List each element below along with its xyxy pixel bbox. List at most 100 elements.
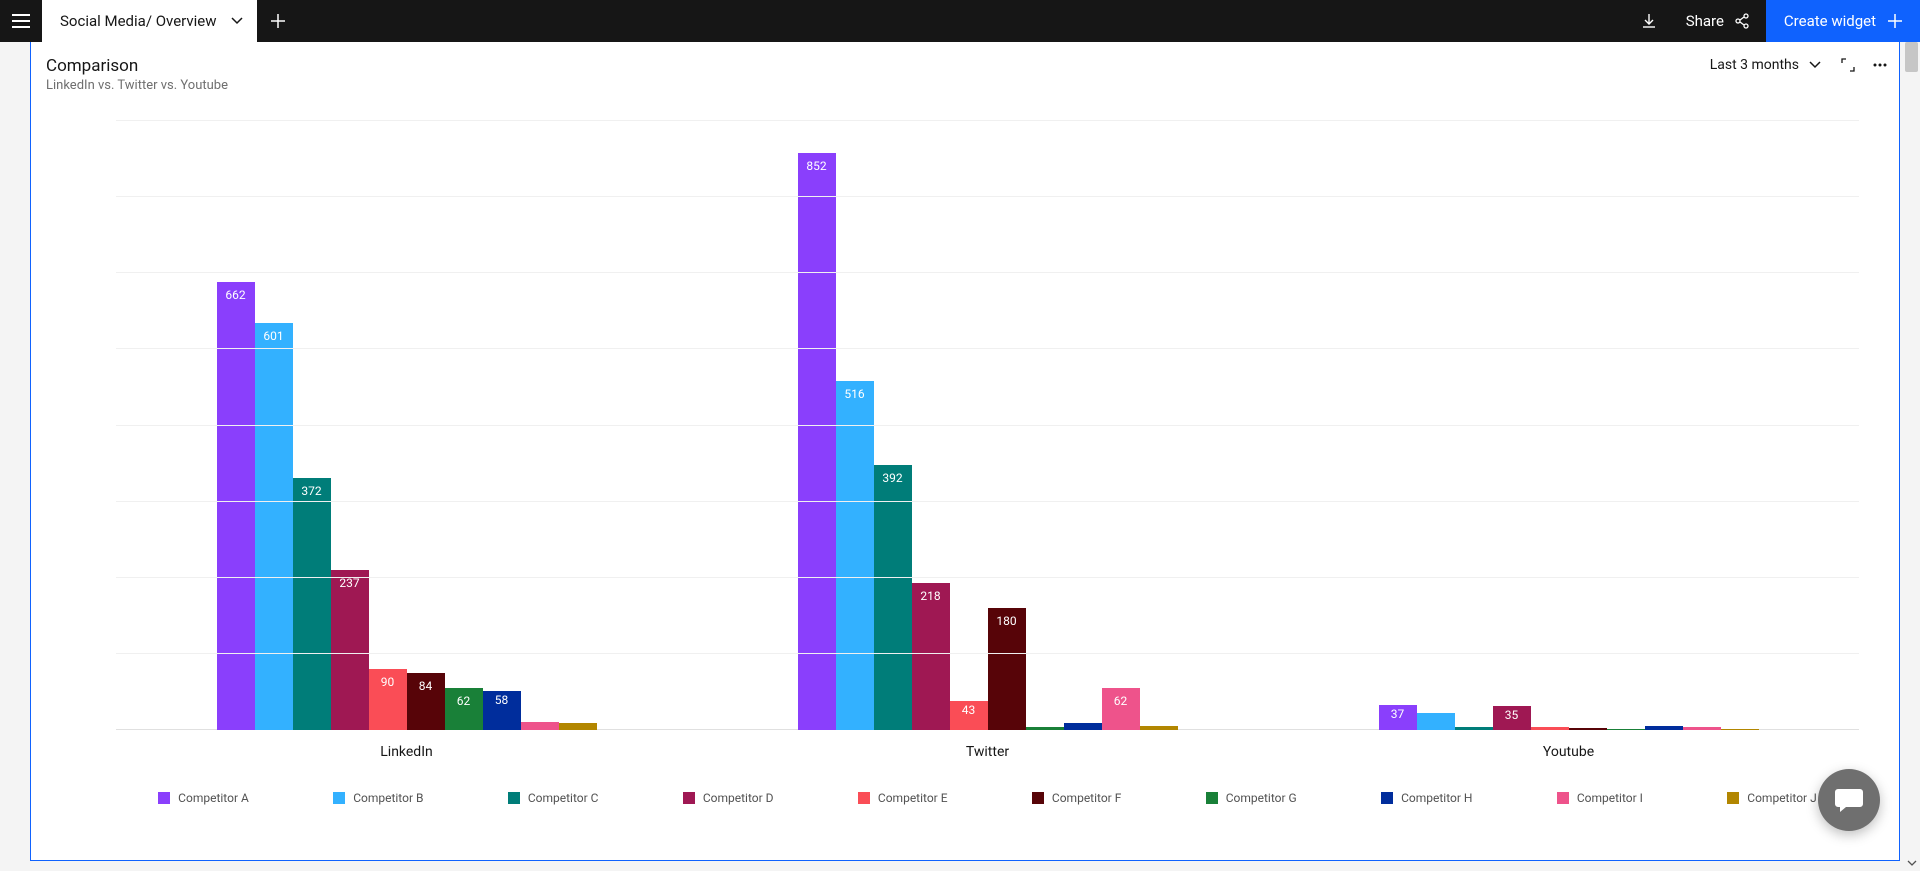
legend-label: Competitor D [703, 791, 774, 805]
bar[interactable] [1455, 727, 1493, 730]
legend-item[interactable]: Competitor I [1557, 791, 1643, 805]
bar-group: 37 35 [1278, 121, 1859, 730]
breadcrumb-current: Overview [156, 12, 217, 30]
bar[interactable]: 392 [874, 465, 912, 730]
bar[interactable]: 58 [483, 691, 521, 730]
share-button[interactable]: Share [1670, 0, 1766, 42]
bar[interactable] [1531, 727, 1569, 730]
bar[interactable] [521, 722, 559, 730]
bar[interactable] [1683, 727, 1721, 730]
bar-chart: 6626013722379084625885251639221843180623… [46, 121, 1889, 850]
gridline [116, 120, 1859, 121]
widget-subtitle: LinkedIn vs. Twitter vs. Youtube [46, 78, 228, 93]
legend-item[interactable]: Competitor H [1381, 791, 1472, 805]
legend-label: Competitor G [1226, 791, 1297, 805]
legend-label: Competitor E [878, 791, 948, 805]
vertical-scrollbar[interactable] [1903, 42, 1920, 871]
legend-item[interactable]: Competitor B [333, 791, 423, 805]
bar[interactable]: 84 [407, 673, 445, 730]
legend-swatch [1206, 792, 1218, 804]
bar-value-label: 372 [293, 484, 331, 498]
bar-value-label: 37 [1379, 707, 1417, 721]
bar[interactable]: 237 [331, 570, 369, 730]
legend-label: Competitor C [528, 791, 599, 805]
more-icon[interactable] [1871, 56, 1889, 74]
legend-item[interactable]: Competitor A [158, 791, 249, 805]
breadcrumb-parent: Social Media [60, 12, 146, 30]
bar[interactable] [1140, 726, 1178, 730]
gridline [116, 425, 1859, 426]
bar[interactable] [1645, 726, 1683, 730]
legend-swatch [858, 792, 870, 804]
legend-item[interactable]: Competitor J [1727, 791, 1816, 805]
legend-swatch [1727, 792, 1739, 804]
chat-icon[interactable] [1818, 769, 1880, 831]
top-bar: Social Media/ Overview Share Create widg… [0, 0, 1920, 42]
gridline [116, 348, 1859, 349]
legend-item[interactable]: Competitor E [858, 791, 948, 805]
bar[interactable]: 516 [836, 381, 874, 730]
add-tab-button[interactable] [257, 0, 299, 42]
comparison-widget: Comparison LinkedIn vs. Twitter vs. Yout… [30, 42, 1900, 861]
gridline [116, 272, 1859, 273]
legend-swatch [1557, 792, 1569, 804]
bar[interactable] [1721, 729, 1759, 730]
legend-swatch [683, 792, 695, 804]
bar-value-label: 392 [874, 471, 912, 485]
bar[interactable]: 62 [445, 688, 483, 730]
create-widget-button[interactable]: Create widget [1766, 0, 1920, 42]
active-tab[interactable]: Social Media/ Overview [42, 0, 257, 42]
bar-value-label: 84 [407, 679, 445, 693]
x-axis-label: Twitter [697, 744, 1278, 760]
date-range-selector[interactable]: Last 3 months [1710, 57, 1825, 73]
bar[interactable] [1607, 729, 1645, 730]
bar-value-label: 62 [445, 694, 483, 708]
bar[interactable] [1417, 713, 1455, 730]
create-widget-label: Create widget [1784, 12, 1876, 30]
scrollbar-thumb[interactable] [1905, 42, 1918, 72]
gridline [116, 653, 1859, 654]
bar-value-label: 58 [483, 693, 521, 707]
bar[interactable]: 43 [950, 701, 988, 730]
bar[interactable]: 37 [1379, 705, 1417, 730]
bar-value-label: 180 [988, 614, 1026, 628]
bar[interactable]: 90 [369, 669, 407, 730]
bar-value-label: 62 [1102, 694, 1140, 708]
legend-item[interactable]: Competitor G [1206, 791, 1297, 805]
bar-value-label: 662 [217, 288, 255, 302]
legend-swatch [158, 792, 170, 804]
bar-group: 662 601 372 23790846258 [116, 121, 697, 730]
legend-label: Competitor F [1052, 791, 1121, 805]
bar[interactable]: 62 [1102, 688, 1140, 730]
legend-label: Competitor B [353, 791, 423, 805]
widget-title: Comparison [46, 56, 228, 76]
bar[interactable]: 218 [912, 583, 950, 731]
expand-icon[interactable] [1839, 56, 1857, 74]
bar[interactable] [559, 723, 597, 730]
bar[interactable] [1569, 728, 1607, 730]
bar[interactable] [1064, 723, 1102, 730]
menu-icon[interactable] [0, 0, 42, 42]
scroll-down-icon[interactable] [1903, 854, 1920, 871]
bar-value-label: 852 [798, 159, 836, 173]
bar[interactable]: 35 [1493, 706, 1531, 730]
x-axis-label: LinkedIn [116, 744, 697, 760]
legend-item[interactable]: Competitor C [508, 791, 599, 805]
legend-swatch [1381, 792, 1393, 804]
legend-item[interactable]: Competitor D [683, 791, 774, 805]
legend-label: Competitor I [1577, 791, 1643, 805]
chevron-down-icon[interactable] [231, 17, 243, 25]
bar[interactable] [1026, 727, 1064, 730]
bar[interactable]: 180 [988, 608, 1026, 730]
bar[interactable]: 601 [255, 323, 293, 730]
date-range-label: Last 3 months [1710, 57, 1799, 73]
legend-swatch [333, 792, 345, 804]
bar[interactable]: 372 [293, 478, 331, 730]
gridline [116, 577, 1859, 578]
legend-item[interactable]: Competitor F [1032, 791, 1121, 805]
download-icon[interactable] [1628, 0, 1670, 42]
bar-value-label: 218 [912, 589, 950, 603]
bar-value-label: 601 [255, 329, 293, 343]
bar[interactable]: 852 [798, 153, 836, 730]
legend-label: Competitor A [178, 791, 249, 805]
